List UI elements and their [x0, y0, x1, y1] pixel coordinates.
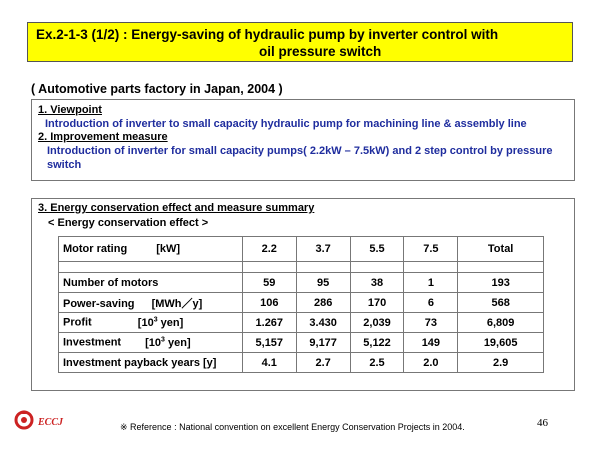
row-label: Profit [63, 316, 92, 329]
energy-effect-table: Motor rating [kW] 2.2 3.7 5.5 7.5 Total … [58, 236, 544, 373]
improvement-text: Introduction of inverter for small capac… [47, 145, 553, 171]
table-row: Number of motors 59 95 38 1 193 [58, 272, 544, 293]
table-cell: 59 [241, 272, 297, 293]
header-col: Total [457, 236, 544, 262]
table-row: Investment [103 yen] 5,157 9,177 5,122 1… [58, 332, 544, 353]
table-cell: 193 [457, 272, 544, 293]
row-label-cell: Investment [103 yen] [58, 332, 243, 353]
table-cell: 95 [295, 272, 351, 293]
title-line-1: Ex.2-1-3 (1/2) : Energy-saving of hydrau… [36, 27, 499, 42]
table-cell: 19,605 [457, 332, 544, 353]
table-cell: 4.1 [241, 352, 297, 373]
subtitle: ( Automotive parts factory in Japan, 200… [31, 82, 283, 96]
header-col: 7.5 [403, 236, 459, 262]
table-cell: 6 [403, 292, 459, 313]
header-label-cell: Motor rating [kW] [58, 236, 243, 262]
title-line-2: oil pressure switch [259, 44, 382, 59]
row-label: Investment payback years [y] [58, 352, 243, 373]
table-cell: 106 [241, 292, 297, 313]
eccj-logo-icon [14, 409, 34, 436]
row-unit: [MWh／y] [151, 297, 203, 310]
table-header-row: Motor rating [kW] 2.2 3.7 5.5 7.5 Total [58, 236, 544, 262]
row-label: Power-saving [63, 297, 135, 310]
table-cell: 170 [349, 292, 405, 313]
viewpoint-text: Introduction of inverter to small capaci… [45, 118, 527, 130]
table-cell: 2.5 [349, 352, 405, 373]
table-cell: 2,039 [349, 312, 405, 333]
header-col: 3.7 [295, 236, 351, 262]
row-label-cell: Profit [103 yen] [58, 312, 243, 333]
eccj-logo: ECCJ [14, 409, 63, 436]
table-cell: 2.9 [457, 352, 544, 373]
viewpoint-measure-box: 1. Viewpoint Introduction of inverter to… [31, 99, 575, 181]
improvement-heading: 2. Improvement measure [38, 131, 168, 143]
table-cell: 149 [403, 332, 459, 353]
effect-heading: 3. Energy conservation effect and measur… [38, 202, 315, 214]
header-col: 5.5 [349, 236, 405, 262]
page-number: 46 [537, 417, 548, 429]
table-cell: 2.0 [403, 352, 459, 373]
header-label: Motor rating [63, 243, 128, 255]
table-cell: 73 [403, 312, 459, 333]
table-row: Power-saving [MWh／y] 106 286 170 6 568 [58, 292, 544, 313]
header-col: 2.2 [241, 236, 297, 262]
table-cell: 5,122 [349, 332, 405, 353]
table-cell: 286 [295, 292, 351, 313]
row-label: Investment [63, 336, 122, 349]
table-spacer-row [58, 261, 544, 273]
table-cell: 6,809 [457, 312, 544, 333]
table-cell: 568 [457, 292, 544, 313]
table-cell: 5,157 [241, 332, 297, 353]
header-unit: [kW] [156, 243, 181, 255]
row-unit: [103 yen] [137, 316, 184, 329]
table-cell: 3.430 [295, 312, 351, 333]
reference-footnote: ※ Reference : National convention on exc… [120, 422, 465, 432]
row-label: Number of motors [58, 272, 243, 293]
table-cell: 9,177 [295, 332, 351, 353]
effect-label: < Energy conservation effect > [48, 217, 209, 229]
table-cell: 2.7 [295, 352, 351, 373]
logo-text: ECCJ [38, 417, 64, 428]
table-cell: 1 [403, 272, 459, 293]
table-row: Investment payback years [y] 4.1 2.7 2.5… [58, 352, 544, 373]
effect-summary-box: 3. Energy conservation effect and measur… [31, 198, 575, 391]
table-cell: 1.267 [241, 312, 297, 333]
table-row: Profit [103 yen] 1.267 3.430 2,039 73 6,… [58, 312, 544, 333]
viewpoint-heading: 1. Viewpoint [38, 104, 102, 116]
title-banner: Ex.2-1-3 (1/2) : Energy-saving of hydrau… [27, 22, 573, 62]
row-unit: [103 yen] [145, 336, 191, 349]
row-label-cell: Power-saving [MWh／y] [58, 292, 243, 313]
table-cell: 38 [349, 272, 405, 293]
